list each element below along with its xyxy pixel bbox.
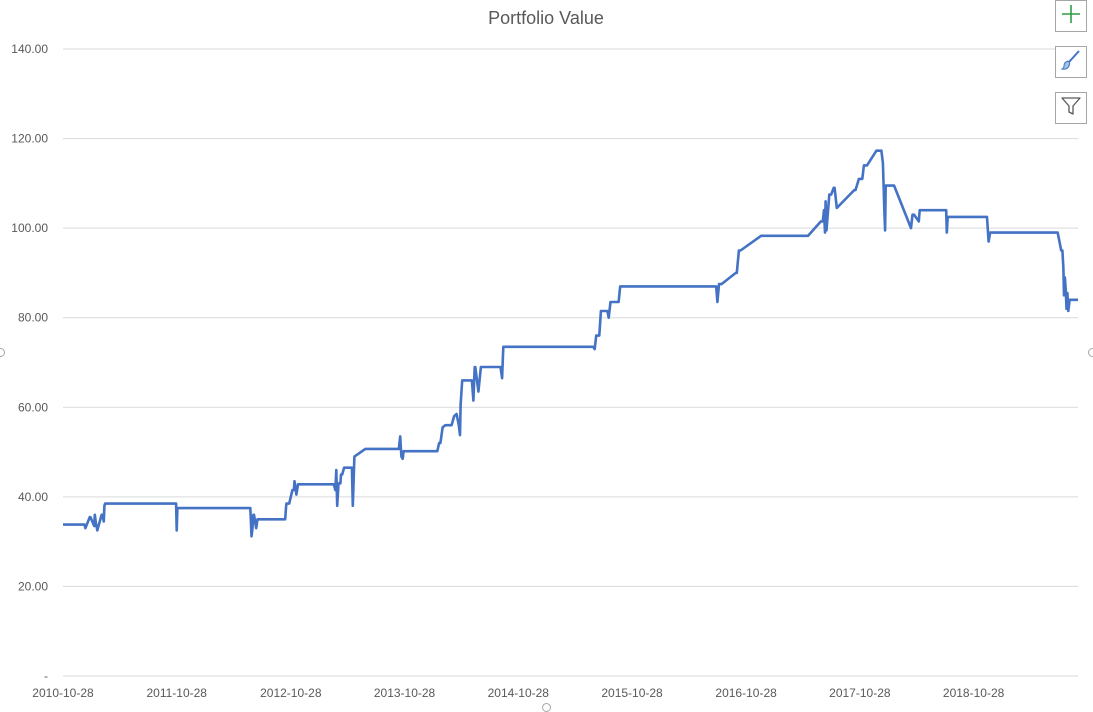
x-tick-label: 2015-10-28 bbox=[601, 686, 663, 700]
x-tick-label: 2014-10-28 bbox=[488, 686, 550, 700]
plus-icon bbox=[1061, 4, 1081, 29]
series-layer bbox=[63, 149, 1078, 538]
x-tick-label: 2018-10-28 bbox=[943, 686, 1005, 700]
brush-icon bbox=[1060, 49, 1082, 76]
y-tick-label: 80.00 bbox=[18, 311, 48, 325]
y-tick-label: 40.00 bbox=[18, 490, 48, 504]
series-line-1 bbox=[63, 149, 1078, 538]
y-tick-label: - bbox=[44, 669, 48, 683]
y-tick-label: 20.00 bbox=[18, 579, 48, 593]
funnel-icon bbox=[1060, 95, 1082, 122]
chart-styles-button[interactable] bbox=[1055, 46, 1087, 78]
resize-handle-right[interactable] bbox=[1088, 348, 1093, 357]
x-tick-label: 2017-10-28 bbox=[829, 686, 891, 700]
x-tick-label: 2011-10-28 bbox=[146, 686, 207, 700]
gridlines bbox=[63, 48, 1078, 677]
y-tick-label: 140.00 bbox=[11, 42, 48, 56]
x-tick-label: 2013-10-28 bbox=[374, 686, 436, 700]
y-tick-label: 100.00 bbox=[11, 221, 48, 235]
y-tick-label: 60.00 bbox=[18, 400, 48, 414]
x-tick-label: 2016-10-28 bbox=[715, 686, 777, 700]
resize-handle-left[interactable] bbox=[0, 348, 5, 357]
x-tick-label: 2010-10-28 bbox=[32, 686, 94, 700]
y-axis-labels: - 20.00 40.00 60.00 80.00 100.00 120.00 140.00 bbox=[11, 42, 48, 683]
x-tick-label: 2012-10-28 bbox=[260, 686, 322, 700]
chart-filters-button[interactable] bbox=[1055, 92, 1087, 124]
y-tick-label: 120.00 bbox=[11, 132, 48, 146]
chart-elements-button[interactable] bbox=[1055, 0, 1087, 32]
chart-title: Portfolio Value bbox=[488, 8, 604, 28]
x-axis-labels: 2010-10-28 2011-10-28 2012-10-28 2013-10-28… bbox=[32, 686, 1004, 700]
